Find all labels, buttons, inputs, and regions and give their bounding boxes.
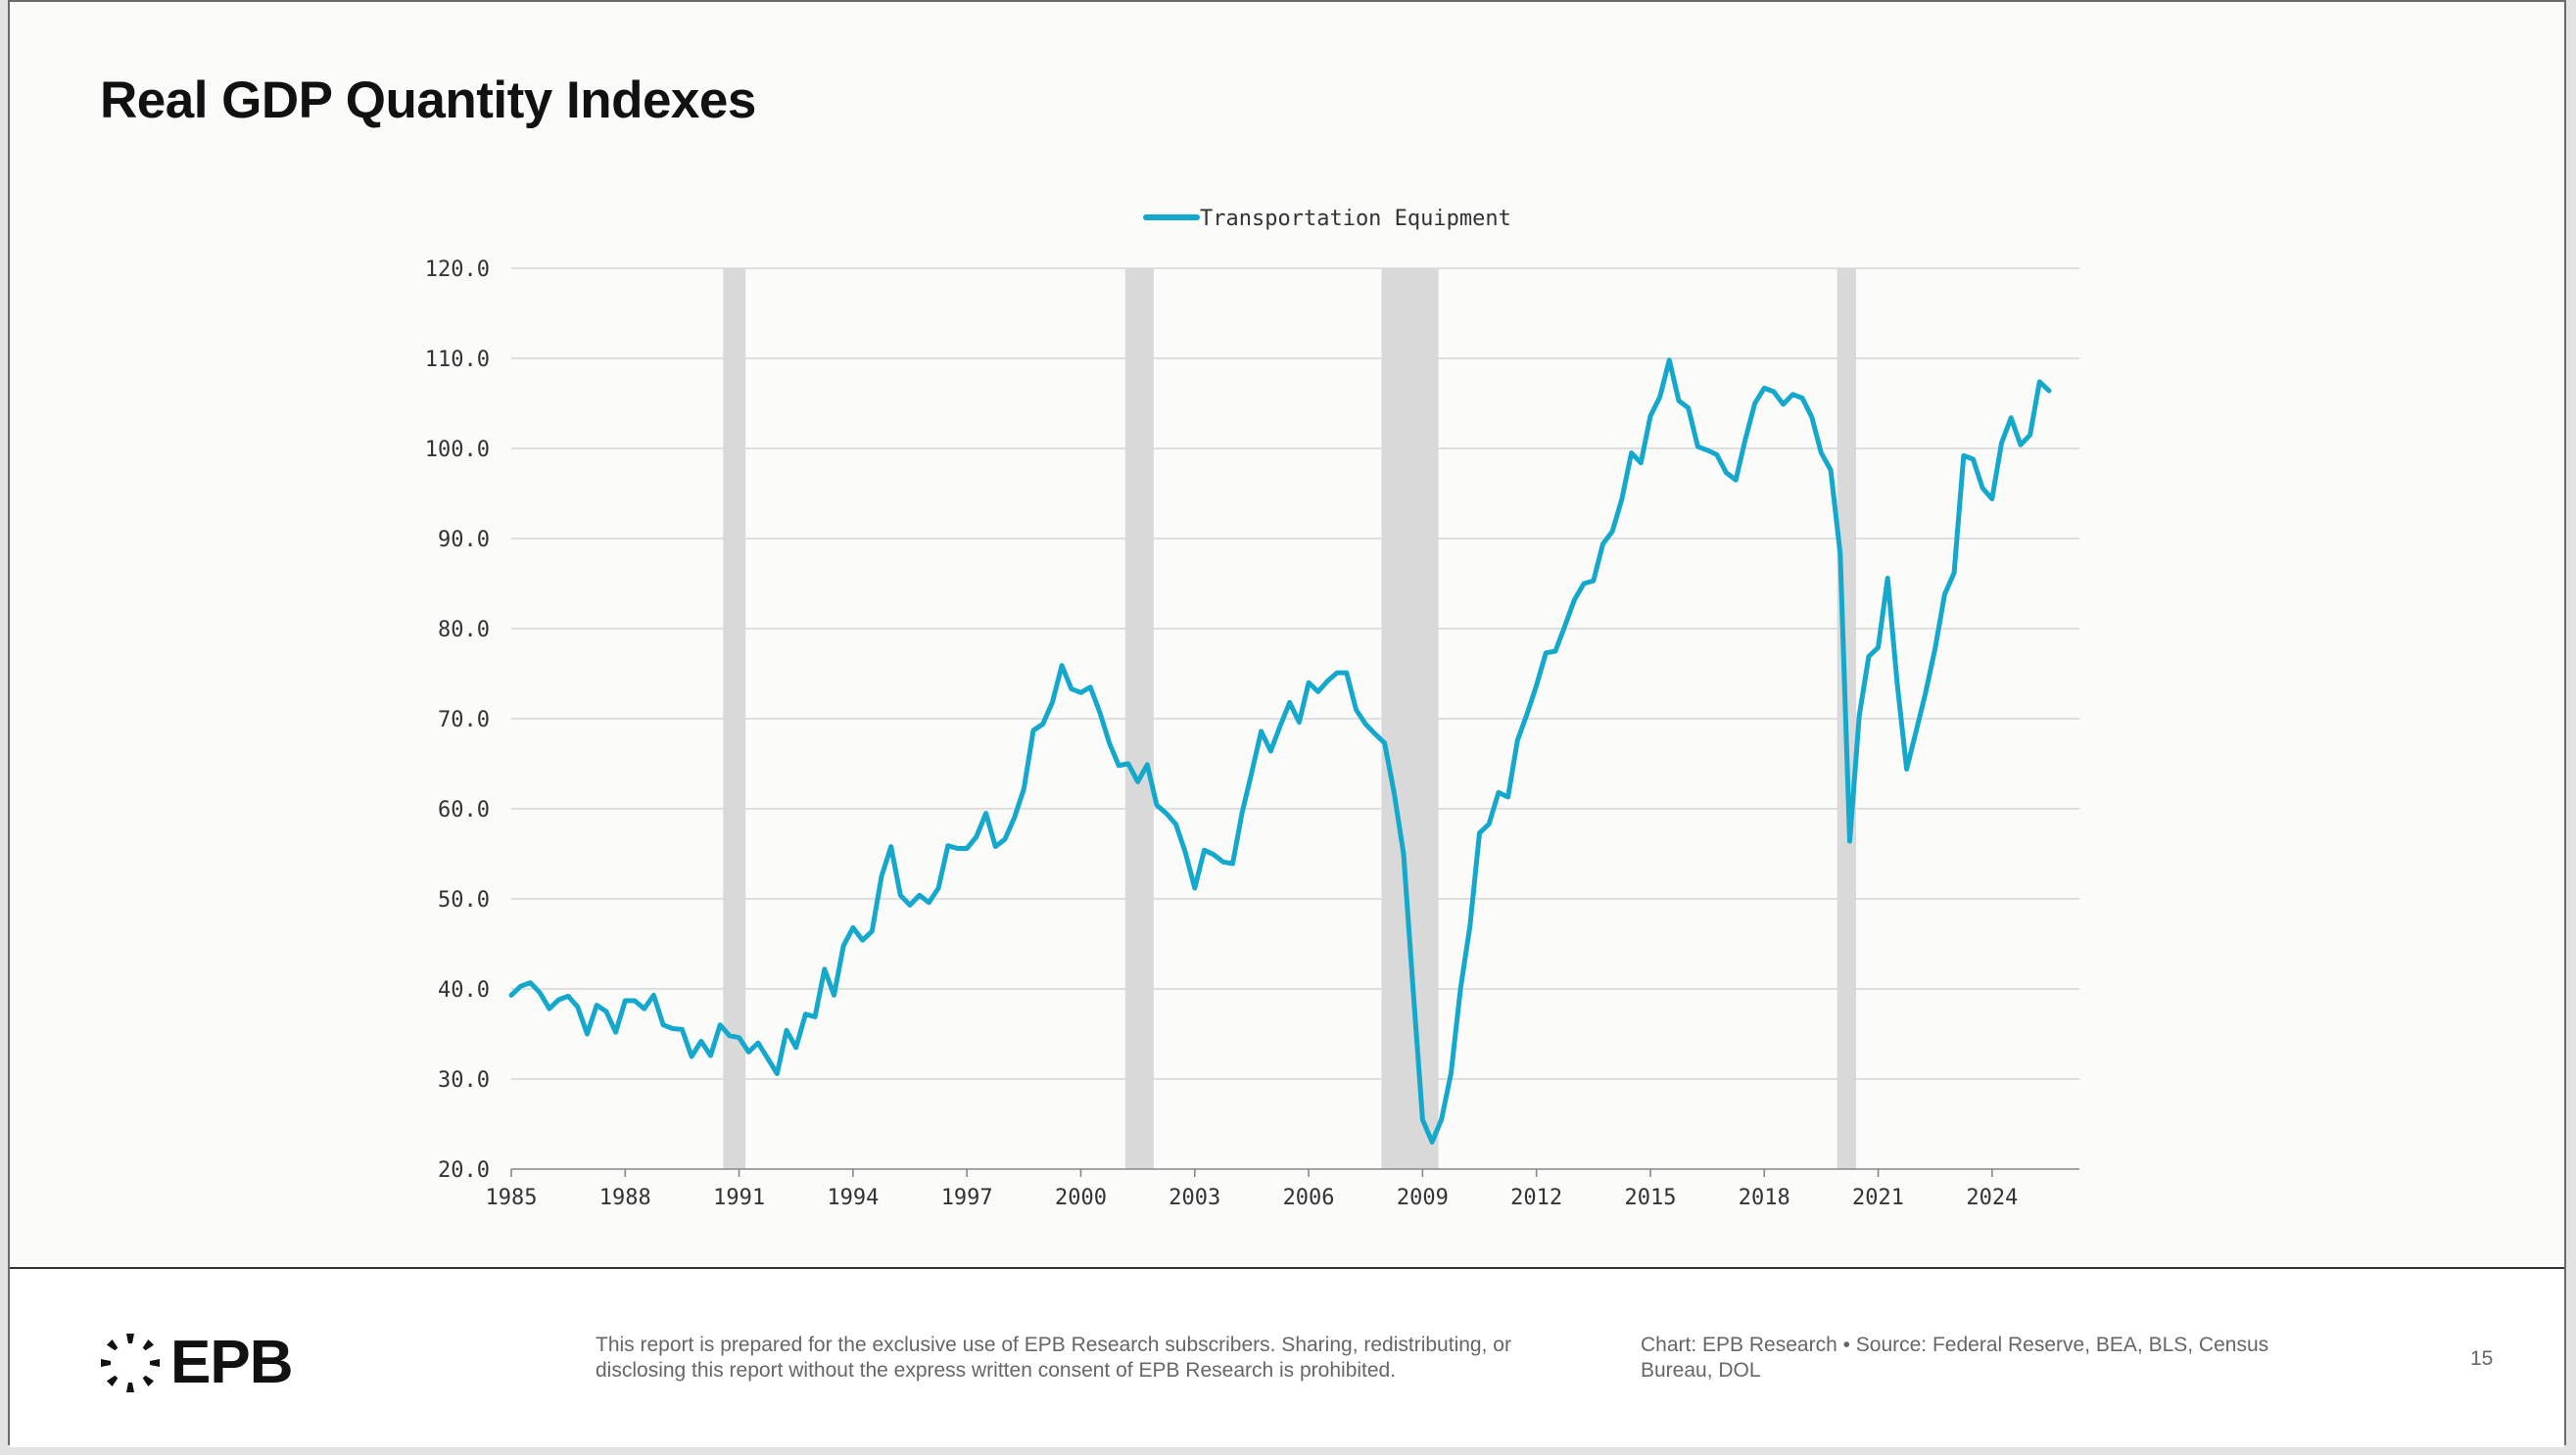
x-tick-label: 2012 [1510, 1186, 1562, 1210]
logo-wedge [106, 1338, 119, 1350]
x-tick-label: 2000 [1055, 1186, 1107, 1210]
legend-label: Transportation Equipment [1200, 207, 1511, 231]
y-tick-label: 40.0 [438, 978, 490, 1003]
x-tick-label: 1985 [486, 1186, 538, 1210]
report-page: Real GDP Quantity Indexes 20.0 30.0 40.0 50… [8, 0, 2566, 1447]
x-tick-label: 2015 [1624, 1186, 1676, 1210]
page-title: Real GDP Quantity Indexes [100, 71, 756, 129]
recession-band [1124, 268, 1154, 1169]
x-tick-label: 1997 [941, 1186, 993, 1210]
x-tick-label: 2024 [1966, 1186, 2018, 1210]
source-text: Chart: EPB Research • Source: Federal Re… [1641, 1334, 2269, 1382]
y-tick-label: 60.0 [438, 798, 490, 822]
logo-wedge [126, 1333, 134, 1343]
x-tick-label: 2009 [1397, 1186, 1449, 1210]
y-tick-label: 80.0 [438, 618, 490, 642]
series-line-transportation-equipment [508, 357, 2052, 1145]
line-chart: 20.0 30.0 40.0 50.0 60.0 70.0 80.0 90.0 100.0 110… [425, 207, 2079, 1210]
epb-logo: EPB [98, 1328, 293, 1397]
x-tick-label: 1994 [827, 1186, 879, 1210]
logo-wedge [142, 1375, 155, 1386]
logo-wedge [106, 1375, 119, 1386]
x-tick-label: 1988 [599, 1186, 651, 1210]
disclaimer-text: This report is prepared for the exclusiv… [596, 1334, 1511, 1382]
epb-logo-icon [101, 1333, 160, 1392]
logo-wedge [101, 1358, 111, 1367]
y-tick-label: 120.0 [425, 258, 490, 282]
recession-band [723, 268, 746, 1169]
x-tick-label: 1991 [713, 1186, 765, 1210]
logo-wedge [150, 1358, 160, 1367]
recession-band [1381, 268, 1439, 1169]
page-number: 15 [2470, 1347, 2494, 1370]
x-tick-label: 2021 [1852, 1186, 1904, 1210]
x-tick-label: 2018 [1739, 1186, 1790, 1210]
footer: EPB This report is prepared for the excl… [10, 1267, 2564, 1447]
y-tick-label: 30.0 [438, 1068, 490, 1093]
y-tick-label: 70.0 [438, 708, 490, 732]
x-tick-label: 2006 [1283, 1186, 1335, 1210]
y-tick-label: 110.0 [425, 348, 490, 372]
y-tick-label: 20.0 [438, 1158, 490, 1183]
logo-wedge [126, 1382, 134, 1392]
y-tick-label: 90.0 [438, 528, 490, 552]
y-tick-label: 100.0 [425, 438, 490, 462]
logo-wedge [142, 1338, 155, 1350]
x-tick-label: 2003 [1169, 1186, 1220, 1210]
y-tick-label: 50.0 [438, 888, 490, 913]
logo-text: EPB [170, 1329, 293, 1396]
